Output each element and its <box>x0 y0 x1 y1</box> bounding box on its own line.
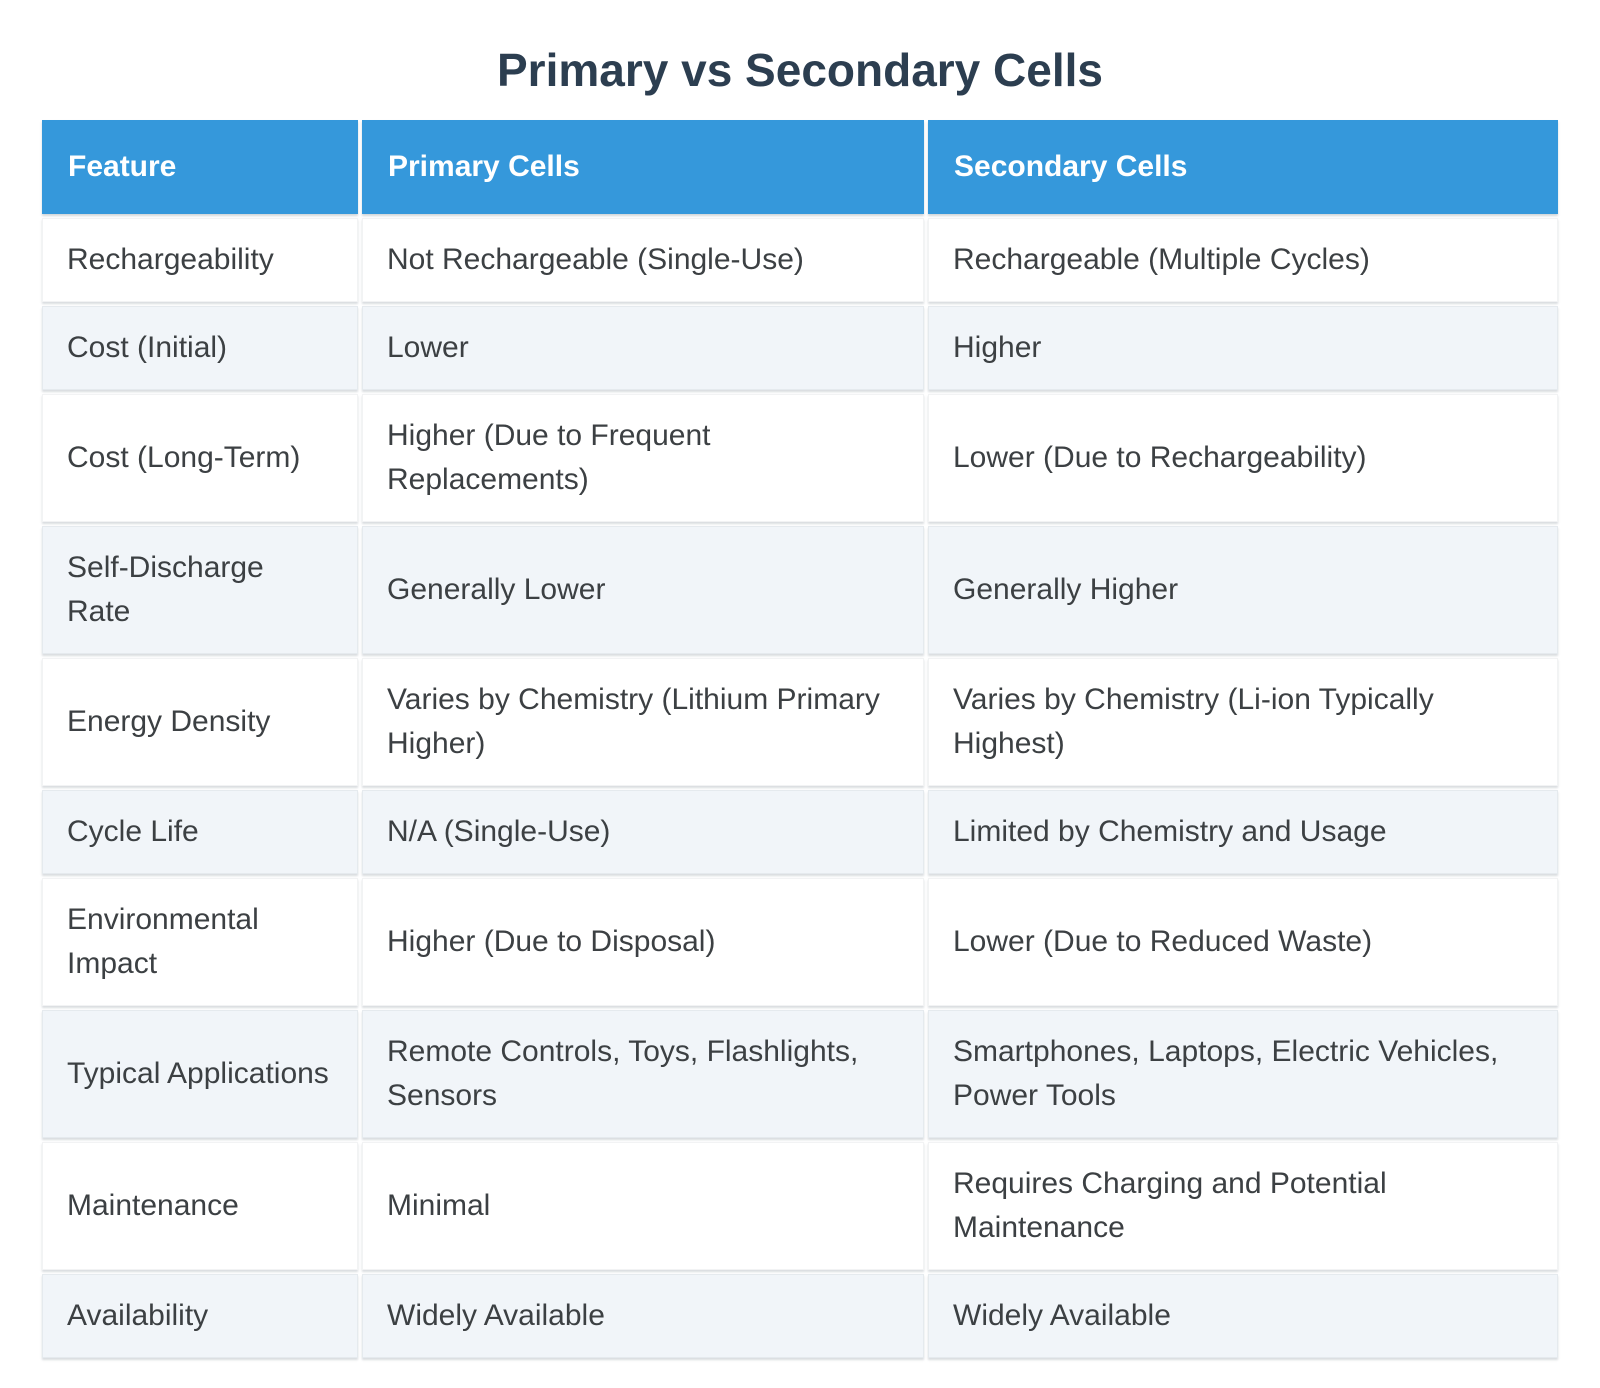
secondary-cell: Requires Charging and Potential Maintena… <box>928 1142 1558 1270</box>
primary-cell: Generally Lower <box>362 526 924 654</box>
secondary-cell: Generally Higher <box>928 526 1558 654</box>
secondary-cell: Higher <box>928 306 1558 390</box>
table-row: Availability Widely Available Widely Ava… <box>42 1274 1558 1358</box>
secondary-cell: Limited by Chemistry and Usage <box>928 790 1558 874</box>
comparison-table: Feature Primary Cells Secondary Cells Re… <box>38 116 1562 1362</box>
table-row: Maintenance Minimal Requires Charging an… <box>42 1142 1558 1270</box>
secondary-cell: Smartphones, Laptops, Electric Vehicles,… <box>928 1010 1558 1138</box>
secondary-cell: Rechargeable (Multiple Cycles) <box>928 218 1558 302</box>
primary-cell: Widely Available <box>362 1274 924 1358</box>
primary-cell: Varies by Chemistry (Lithium Primary Hig… <box>362 658 924 786</box>
column-header-feature: Feature <box>42 120 358 214</box>
feature-cell: Cost (Initial) <box>42 306 358 390</box>
feature-cell: Availability <box>42 1274 358 1358</box>
feature-cell: Rechargeability <box>42 218 358 302</box>
feature-cell: Cost (Long-Term) <box>42 394 358 522</box>
table-row: Cycle Life N/A (Single-Use) Limited by C… <box>42 790 1558 874</box>
table-row: Environmental Impact Higher (Due to Disp… <box>42 878 1558 1006</box>
primary-cell: Lower <box>362 306 924 390</box>
column-header-primary-cells: Primary Cells <box>362 120 924 214</box>
table-row: Cost (Long-Term) Higher (Due to Frequent… <box>42 394 1558 522</box>
feature-cell: Typical Applications <box>42 1010 358 1138</box>
secondary-cell: Varies by Chemistry (Li-ion Typically Hi… <box>928 658 1558 786</box>
table-row: Energy Density Varies by Chemistry (Lith… <box>42 658 1558 786</box>
column-header-secondary-cells: Secondary Cells <box>928 120 1558 214</box>
feature-cell: Cycle Life <box>42 790 358 874</box>
primary-cell: Not Rechargeable (Single-Use) <box>362 218 924 302</box>
table-header-row: Feature Primary Cells Secondary Cells <box>42 120 1558 214</box>
primary-cell: Remote Controls, Toys, Flashlights, Sens… <box>362 1010 924 1138</box>
primary-cell: Minimal <box>362 1142 924 1270</box>
secondary-cell: Lower (Due to Rechargeability) <box>928 394 1558 522</box>
table-row: Rechargeability Not Rechargeable (Single… <box>42 218 1558 302</box>
feature-cell: Self-Discharge Rate <box>42 526 358 654</box>
page-title: Primary vs Secondary Cells <box>497 44 1103 96</box>
table-row: Self-Discharge Rate Generally Lower Gene… <box>42 526 1558 654</box>
table-row: Typical Applications Remote Controls, To… <box>42 1010 1558 1138</box>
table-row: Cost (Initial) Lower Higher <box>42 306 1558 390</box>
primary-cell: N/A (Single-Use) <box>362 790 924 874</box>
feature-cell: Energy Density <box>42 658 358 786</box>
feature-cell: Environmental Impact <box>42 878 358 1006</box>
secondary-cell: Widely Available <box>928 1274 1558 1358</box>
secondary-cell: Lower (Due to Reduced Waste) <box>928 878 1558 1006</box>
primary-cell: Higher (Due to Frequent Replacements) <box>362 394 924 522</box>
primary-cell: Higher (Due to Disposal) <box>362 878 924 1006</box>
feature-cell: Maintenance <box>42 1142 358 1270</box>
